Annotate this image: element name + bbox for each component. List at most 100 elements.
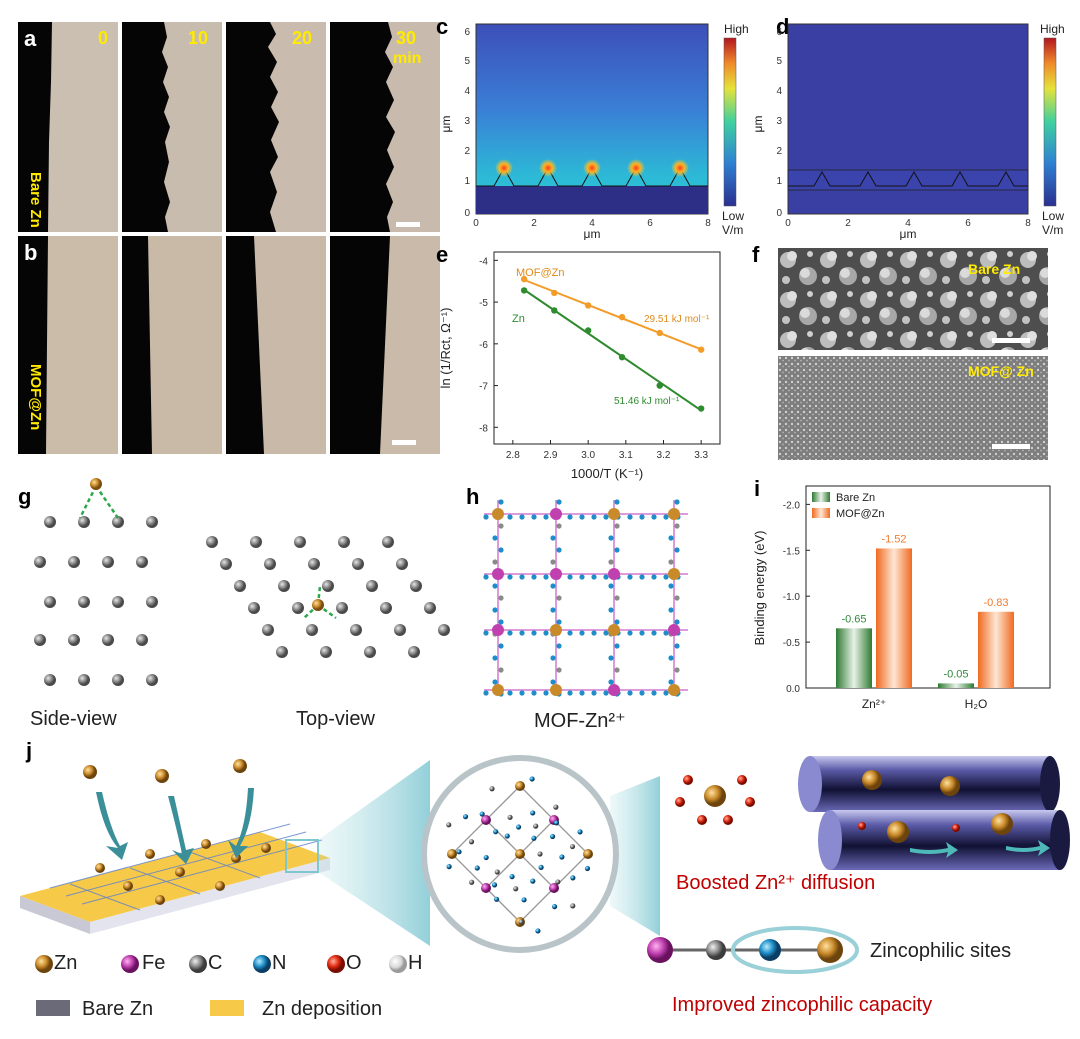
side-atom xyxy=(136,634,148,646)
mof-node xyxy=(550,624,562,636)
top-atom xyxy=(292,602,304,614)
top-atom xyxy=(364,646,376,658)
panel-c-field-map: 6 5 4 3 2 1 0 0 2 4 6 8 μm μm High Low V… xyxy=(439,22,749,240)
e-ytick-1: -5 xyxy=(479,298,488,309)
zn-ion-top xyxy=(312,599,324,611)
mof-node xyxy=(550,684,562,696)
mof-node xyxy=(550,508,562,520)
micro-b-10 xyxy=(122,236,222,454)
svg-text:2: 2 xyxy=(845,218,851,229)
mof-node xyxy=(608,624,620,636)
side-atom xyxy=(44,596,56,608)
e-point-1-3 xyxy=(618,353,626,361)
panel-j-letter: j xyxy=(26,738,33,763)
e-point-0-1 xyxy=(551,289,558,297)
zn-ion-side xyxy=(90,478,102,490)
svg-text:1: 1 xyxy=(464,176,470,187)
mag-node xyxy=(549,883,559,893)
panel-b: MOF@Zn xyxy=(18,236,440,454)
top-atom xyxy=(394,624,406,636)
mof-node xyxy=(608,568,620,580)
side-atom xyxy=(78,674,90,686)
side-atom xyxy=(68,634,80,646)
side-atom xyxy=(146,516,158,528)
e-point-0-4 xyxy=(656,329,663,337)
micro-a-10 xyxy=(122,22,222,232)
top-atom xyxy=(410,580,422,592)
top-atom xyxy=(250,536,262,548)
top-atom xyxy=(438,624,450,636)
mof-zn-label: MOF@Zn xyxy=(27,364,44,431)
time-30: 30 xyxy=(396,28,417,48)
e-point-1-2 xyxy=(584,327,592,334)
time-unit: min xyxy=(393,50,422,67)
panel-g-letter: g xyxy=(18,484,32,509)
svg-text:2: 2 xyxy=(531,218,537,229)
svg-text:5: 5 xyxy=(776,56,782,67)
side-atom xyxy=(146,596,158,608)
svg-text:2: 2 xyxy=(776,146,782,157)
top-atom xyxy=(424,602,436,614)
panel-j-schematic xyxy=(20,755,1070,1016)
top-atom xyxy=(322,580,334,592)
top-atom xyxy=(248,602,260,614)
i-bar-1-0 xyxy=(876,548,912,688)
i-value-1-0: -1.52 xyxy=(881,533,906,545)
mag-node xyxy=(515,849,525,859)
e-point-1-4 xyxy=(656,382,663,389)
svg-text:4: 4 xyxy=(589,218,595,229)
top-atom xyxy=(396,558,408,570)
legend-zn-deposition: Zn deposition xyxy=(262,998,383,1020)
svg-text:3: 3 xyxy=(776,116,782,127)
e-legend-zn: Zn xyxy=(512,313,525,325)
e-fit-1 xyxy=(523,288,702,412)
top-atom xyxy=(366,580,378,592)
legend-fe: Fe xyxy=(142,952,166,974)
panel-i-chart: 0.0 -0.5 -1.0 -1.5 -2.0 -0.65 -1.52 -0.05 -0.83… xyxy=(752,485,1051,711)
boosted-diffusion-text: Boosted Zn²⁺ diffusion xyxy=(676,872,876,894)
top-atom xyxy=(276,646,288,658)
e-legend-mof: MOF@Zn xyxy=(516,267,564,279)
mag-node xyxy=(583,849,593,859)
legend-h: H xyxy=(408,952,423,974)
mof-node xyxy=(668,684,680,696)
e-point-0-0 xyxy=(520,275,528,283)
svg-text:4: 4 xyxy=(464,86,470,97)
legend-c: C xyxy=(208,952,223,974)
i-value-0-1: -0.05 xyxy=(943,668,968,680)
side-atom xyxy=(136,556,148,568)
side-atom xyxy=(112,596,124,608)
svg-text:8: 8 xyxy=(1025,218,1031,229)
i-legend-swatch-mof xyxy=(812,508,830,518)
i-legend-bare: Bare Zn xyxy=(836,492,875,504)
e-xtick-3: 3.1 xyxy=(619,450,633,461)
e-xtick-1: 2.9 xyxy=(544,450,558,461)
i-bar-1-1 xyxy=(978,611,1014,688)
panel-h-letter: h xyxy=(466,484,480,509)
svg-text:6: 6 xyxy=(464,27,470,38)
f-scale-top xyxy=(992,338,1030,343)
e-y-label: ln (1/Rct, Ω⁻¹) xyxy=(438,308,453,389)
side-atom xyxy=(78,516,90,528)
micro-b-20 xyxy=(226,236,326,454)
i-legend-swatch-bare xyxy=(812,492,830,502)
legend-zn: Zn xyxy=(54,952,78,974)
e-xtick-4: 3.2 xyxy=(657,450,671,461)
i-ytick-1: -0.5 xyxy=(783,638,801,649)
side-atom xyxy=(102,634,114,646)
mof-node xyxy=(492,624,504,636)
legend-o: O xyxy=(346,952,362,974)
svg-text:High: High xyxy=(724,22,749,36)
svg-text:Low: Low xyxy=(1042,209,1064,223)
mof-node xyxy=(492,684,504,696)
i-ytick-2: -1.0 xyxy=(783,592,801,603)
panel-a-letter: a xyxy=(24,26,37,51)
svg-text:6: 6 xyxy=(647,218,653,229)
i-legend-mof: MOF@Zn xyxy=(836,508,884,520)
top-atom xyxy=(352,558,364,570)
e-point-0-5 xyxy=(697,346,705,353)
mof-node xyxy=(668,624,680,636)
scale-bar xyxy=(392,440,416,445)
e-point-1-5 xyxy=(697,405,705,412)
side-atom xyxy=(44,516,56,528)
